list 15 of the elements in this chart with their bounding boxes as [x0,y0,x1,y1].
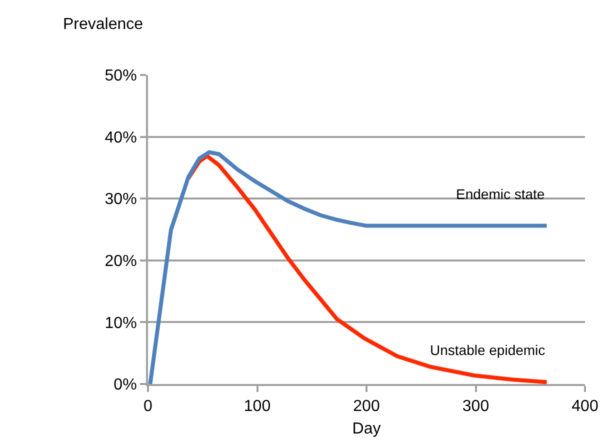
y-tick-label: 10% [104,314,137,332]
x-tick-label: 200 [353,398,380,416]
x-tick-label: 0 [144,398,153,416]
series-label: Endemic state [456,186,545,202]
y-tick-label: 20% [104,253,137,270]
x-axis-title: Day [352,420,381,438]
y-axis-title: Prevalence [63,16,144,33]
y-tick-label: 0% [114,376,137,394]
y-tick-label: 50% [104,68,137,85]
x-tick-label: 300 [462,398,490,416]
x-tick-label: 400 [572,398,598,416]
y-tick-label: 30% [104,191,137,208]
y-tick-label: 40% [104,129,137,146]
x-tick-label: 100 [244,398,271,416]
series-label: Unstable epidemic [430,342,546,358]
